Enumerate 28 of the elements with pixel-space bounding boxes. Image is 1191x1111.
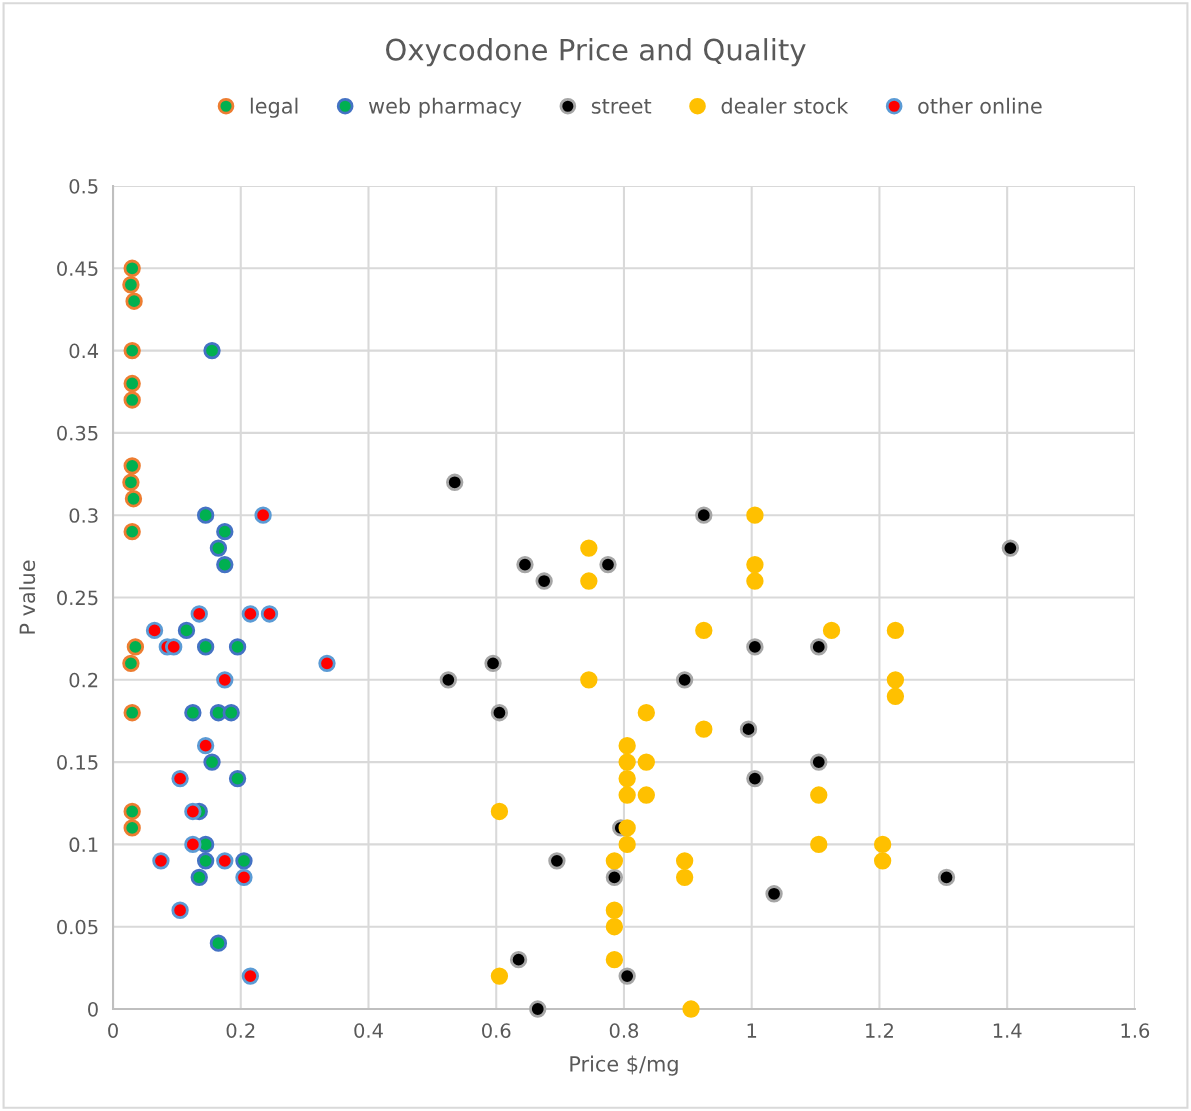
y-tick-label: 0.2 (69, 672, 98, 688)
legend-label: other online (918, 97, 1042, 114)
x-tick-label: 0.8 (609, 1023, 639, 1038)
x-tick-label: 1 (747, 1023, 757, 1038)
x-tick-label: 0.2 (226, 1023, 255, 1038)
x-tick-label: 1.6 (1121, 1023, 1150, 1038)
y-tick-label: 0.5 (69, 178, 98, 194)
y-axis-title: P value (19, 560, 36, 634)
y-tick-label: 0 (88, 1001, 98, 1017)
y-tick-label: 0.25 (57, 590, 98, 606)
legend-label: web pharmacy (368, 97, 522, 118)
legend-label: street (591, 98, 652, 114)
y-tick-label: 0.4 (69, 343, 99, 359)
x-tick-label: 0 (108, 1023, 118, 1038)
y-tick-label: 0.45 (57, 261, 98, 276)
y-tick-label: 0.1 (69, 837, 98, 853)
x-tick-label: 0.6 (482, 1023, 511, 1038)
legend-label: legal (250, 97, 298, 118)
y-tick-label: 0.3 (69, 508, 98, 523)
x-axis-title: Price $/mg (570, 1055, 678, 1076)
x-tick-label: 1.4 (993, 1023, 1022, 1038)
y-tick-label: 0.05 (57, 919, 98, 935)
x-tick-label: 1.2 (866, 1023, 893, 1038)
y-tick-label: 0.35 (57, 425, 98, 441)
legend-label: dealer stock (721, 97, 849, 114)
x-tick-label: 0.4 (354, 1023, 383, 1038)
y-tick-label: 0.15 (57, 755, 98, 770)
chart-title: Oxycodone Price and Quality (386, 38, 806, 67)
